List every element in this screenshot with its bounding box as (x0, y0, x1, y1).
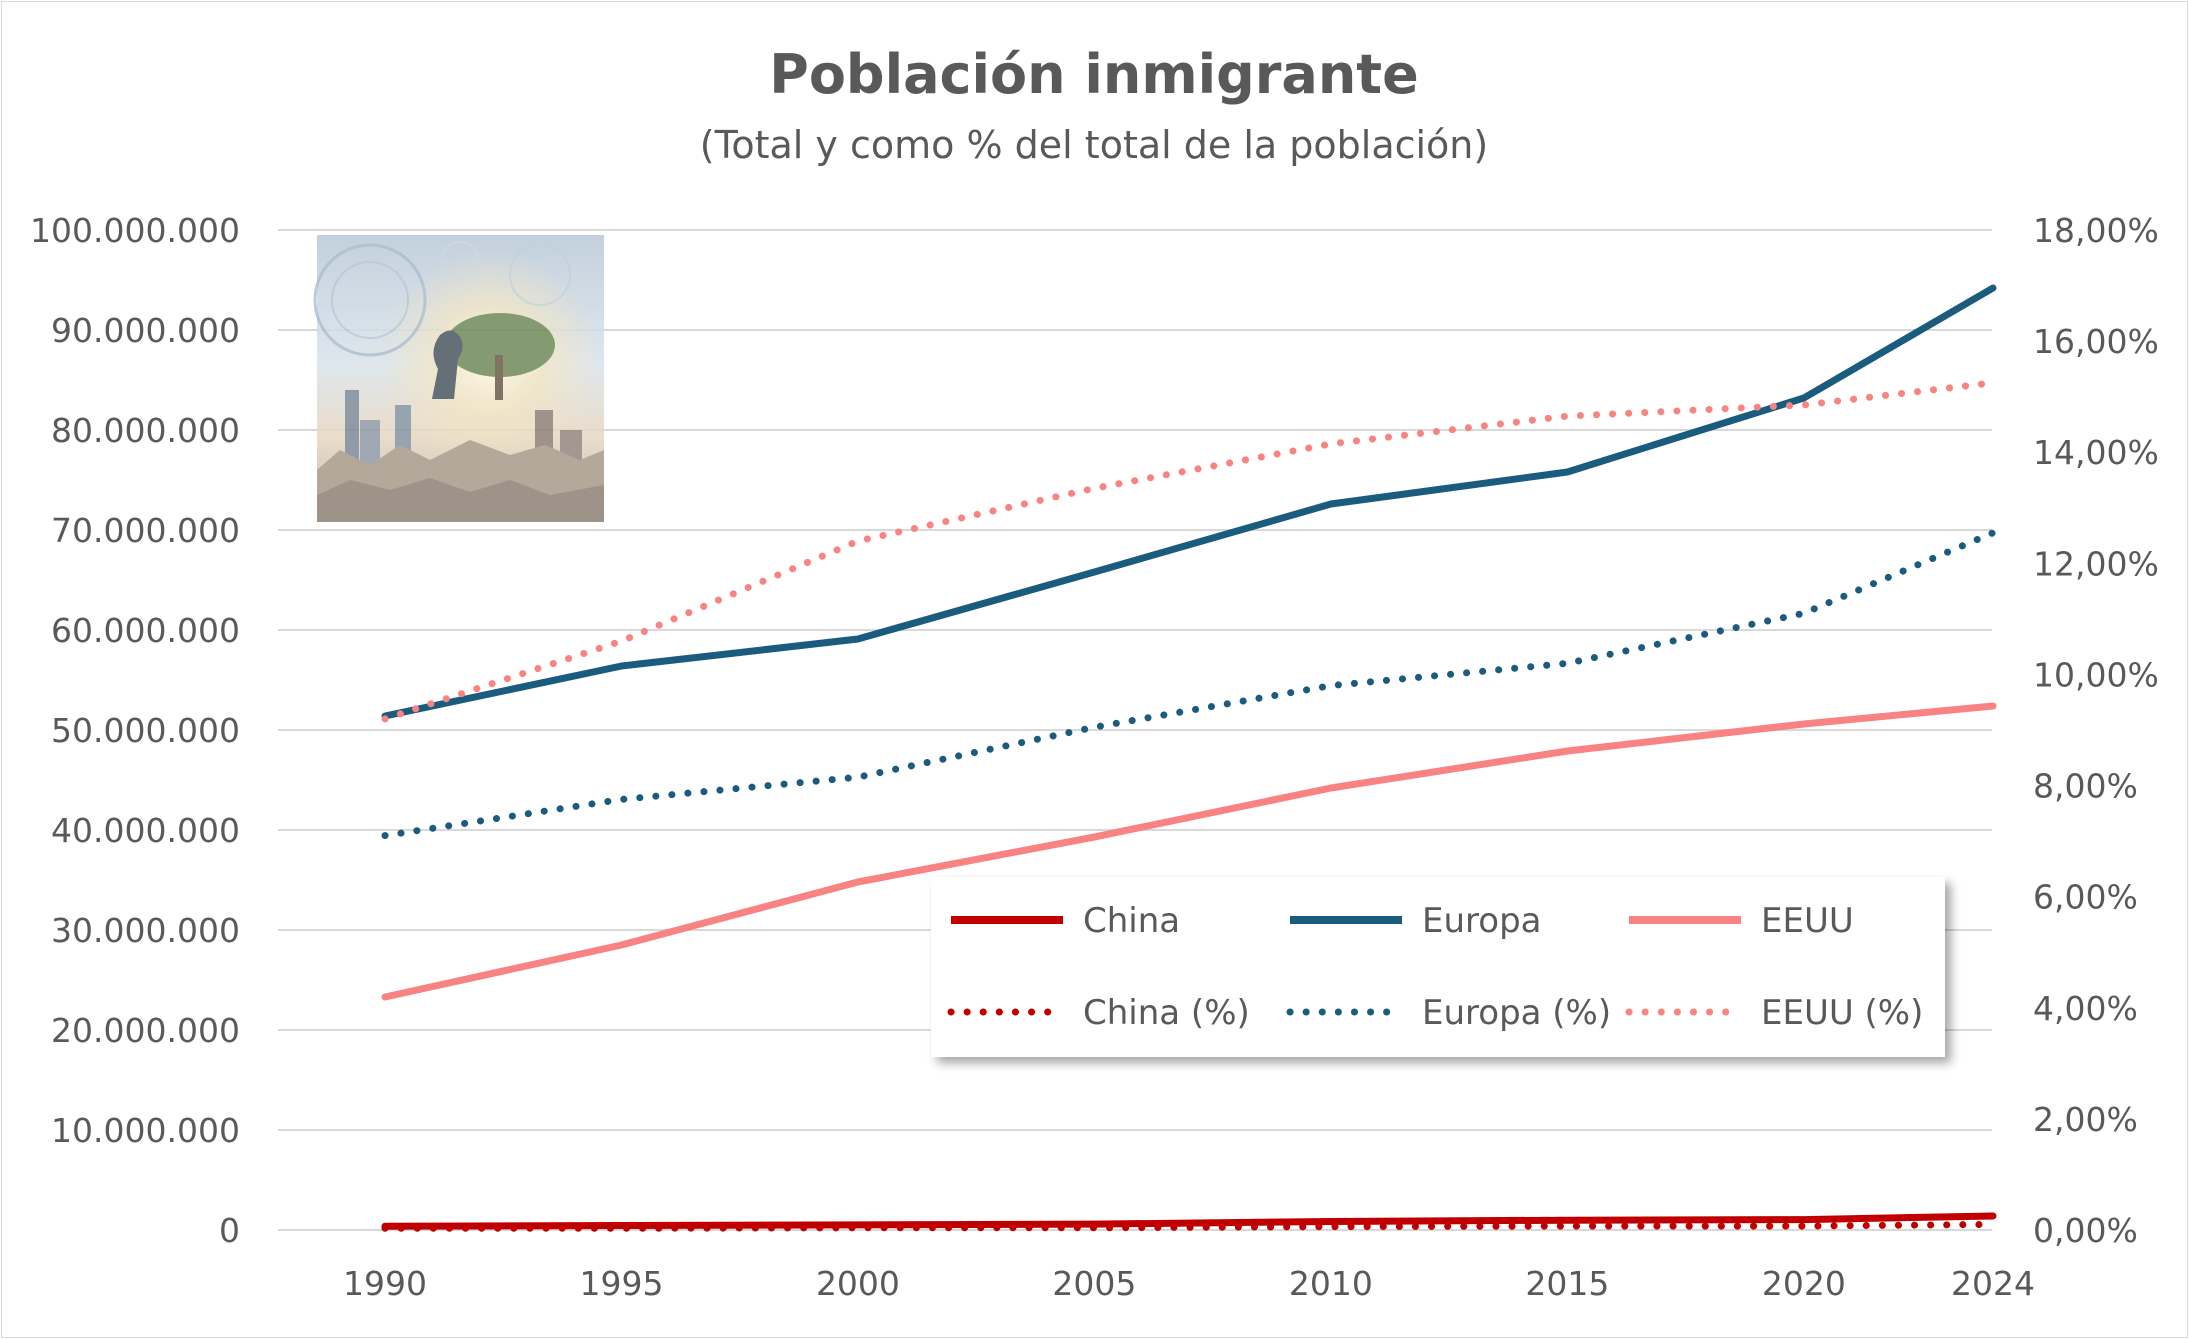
legend-label: EEUU (1761, 901, 1854, 941)
y-right-tick-label: 10,00% (2033, 655, 2159, 694)
chart-subtitle: (Total y como % del total de la població… (700, 123, 1488, 167)
x-tick-label: 1995 (579, 1264, 663, 1303)
legend-entries: China Europa EEUU China (%) Europa (%) EEUU (… (947, 901, 1923, 1033)
y-left-tick-label: 40.000.000 (51, 811, 240, 850)
y-left-tick-label: 70.000.000 (51, 511, 240, 550)
legend-box (931, 877, 1945, 1057)
series-line-china (381, 1212, 1997, 1230)
x-tick-labels: 1990 1995 2000 2005 2010 2015 2020 2024 (343, 1264, 2035, 1303)
legend-label: EEUU (%) (1761, 993, 1923, 1033)
chart-title: Población inmigrante (769, 43, 1418, 106)
legend-label: Europa (1422, 901, 1541, 941)
y-left-tick-label: 30.000.000 (51, 911, 240, 950)
y-right-tick-label: 16,00% (2033, 322, 2159, 361)
x-tick-label: 2015 (1525, 1264, 1609, 1303)
y-right-tick-label: 8,00% (2033, 767, 2138, 806)
y-right-tick-label: 2,00% (2033, 1100, 2138, 1139)
y-right-tick-label: 6,00% (2033, 878, 2138, 917)
y-left-tick-label: 20.000.000 (51, 1011, 240, 1050)
legend: China Europa EEUU China (%) Europa (%) EEUU (… (931, 877, 1945, 1057)
y-right-tick-label: 0,00% (2033, 1211, 2138, 1250)
y-left-tick-label: 100.000.000 (30, 211, 240, 250)
y-right-tick-labels: 0,00% 2,00% 4,00% 6,00% 8,00% 10,00% 12,00% 14,… (2033, 211, 2159, 1250)
y-right-tick-label: 14,00% (2033, 433, 2159, 472)
series-line-europa (381, 529, 1997, 840)
y-left-tick-label: 10.000.000 (51, 1111, 240, 1150)
legend-label: China (1083, 901, 1180, 941)
y-left-tick-labels: 0 10.000.000 20.000.000 30.000.000 40.000.00… (30, 211, 240, 1250)
y-left-tick-label: 0 (219, 1211, 240, 1250)
legend-label: China (%) (1083, 993, 1250, 1033)
y-right-tick-label: 4,00% (2033, 989, 2138, 1028)
y-left-tick-label: 60.000.000 (51, 611, 240, 650)
series-layer (381, 284, 1997, 1232)
series-line-eeuu (381, 379, 1997, 723)
legend-label: Europa (%) (1422, 993, 1611, 1033)
series-line-china (381, 1220, 1997, 1232)
series-line-eeuu (381, 702, 1997, 1001)
y-right-tick-label: 18,00% (2033, 211, 2159, 250)
x-tick-label: 2020 (1762, 1264, 1846, 1303)
x-tick-label: 1990 (343, 1264, 427, 1303)
x-tick-label: 2010 (1289, 1264, 1373, 1303)
y-left-tick-label: 80.000.000 (51, 411, 240, 450)
x-tick-label: 2024 (1951, 1264, 2035, 1303)
y-right-tick-label: 12,00% (2033, 544, 2159, 583)
series-line-europa (381, 284, 1997, 720)
x-tick-label: 2005 (1052, 1264, 1136, 1303)
y-left-tick-label: 90.000.000 (51, 311, 240, 350)
x-tick-label: 2000 (816, 1264, 900, 1303)
decorative-illustration (313, 235, 604, 522)
y-left-tick-label: 50.000.000 (51, 711, 240, 750)
